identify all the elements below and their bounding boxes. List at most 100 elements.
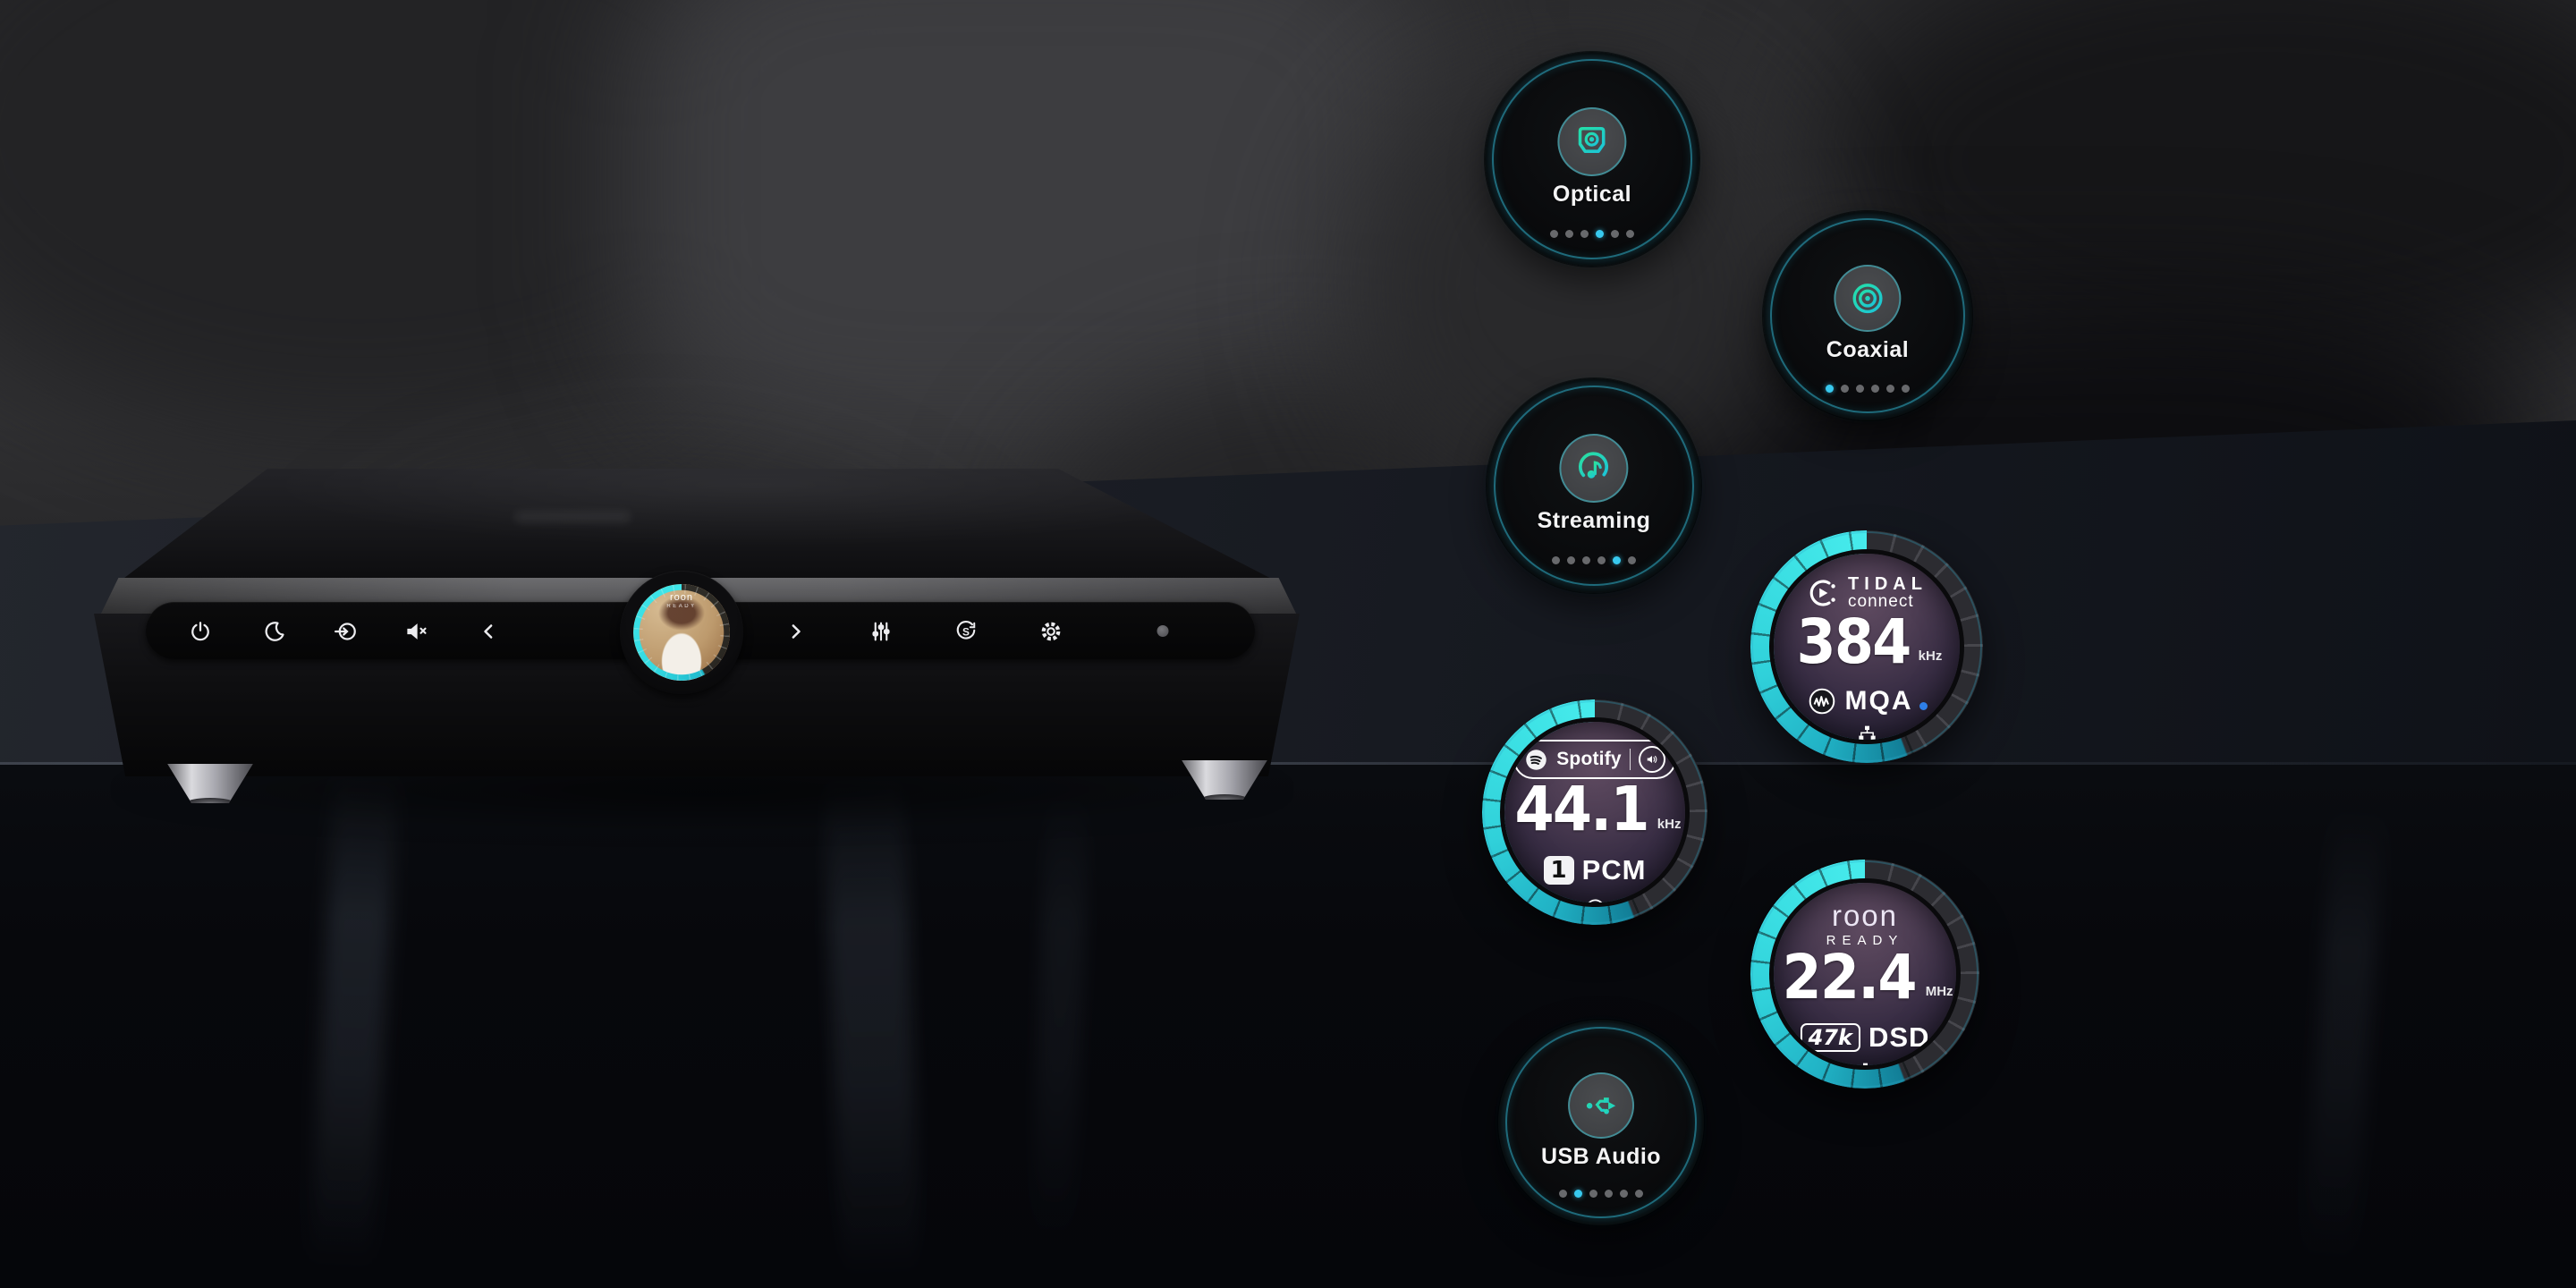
sample-rate: 384 kHz [1792, 612, 1943, 674]
marble-vein [2300, 803, 2387, 1272]
table-edge-highlight [0, 762, 2576, 765]
ready-wordmark: READY [1826, 932, 1904, 948]
page-dots [1550, 229, 1634, 238]
codec-label: DSD [1868, 1021, 1930, 1054]
page-dot[interactable] [1589, 1190, 1597, 1198]
tidal-wordmark: TIDAL [1848, 574, 1928, 594]
previous-button[interactable] [472, 615, 504, 648]
input-badge-usb-audio[interactable]: USB Audio [1498, 1020, 1704, 1225]
audio-streamer-device: S roon READY [94, 463, 1306, 821]
page-dot[interactable] [1856, 384, 1864, 393]
tidal-connect-logo: TIDAL connect [1806, 575, 1928, 612]
power-button[interactable] [184, 615, 216, 648]
sample-rate-unit: kHz [1918, 648, 1943, 665]
ir-sensor [1157, 625, 1169, 637]
page-dot[interactable] [1628, 555, 1636, 564]
ring-edge-glow [1751, 860, 1979, 1088]
input-badge-streaming[interactable]: Streaming [1487, 378, 1701, 593]
display-roon-brand: roon [669, 592, 694, 603]
codec-label: MQA [1844, 686, 1913, 716]
tidal-mark-icon [1809, 580, 1835, 606]
moon-icon [265, 622, 284, 641]
rate-tag: 47k [1800, 1023, 1860, 1053]
front-display[interactable]: roon READY [633, 584, 730, 681]
input-select-button[interactable] [330, 615, 362, 648]
page-dot[interactable] [1550, 229, 1558, 238]
connect-wordmark: connect [1848, 592, 1914, 611]
channel-tag: 1 [1543, 855, 1574, 885]
filter-button[interactable] [865, 615, 897, 648]
mute-button[interactable] [401, 615, 433, 648]
marble-table-front [0, 765, 2576, 1288]
display-roon-overlay: roon READY [633, 592, 730, 609]
mqa-logo-icon [1809, 689, 1835, 715]
badge-label: Optical [1552, 181, 1632, 207]
page-dot[interactable] [1871, 384, 1879, 393]
page-dot[interactable] [1841, 384, 1849, 393]
roon-ready-logo: roon READY [1826, 901, 1904, 947]
spotify-connect-speaker-icon [1638, 746, 1665, 774]
sample-rate-unit: MHz [1925, 984, 1953, 1000]
ring-edge-glow [1483, 700, 1707, 924]
device-top-face [122, 469, 1274, 580]
page-dot-active[interactable] [1613, 555, 1621, 564]
mute-speaker-icon [407, 623, 427, 640]
spotify-wordmark: Spotify [1556, 749, 1622, 770]
input-arrow-icon [335, 623, 356, 640]
sample-rate: 22.4 MHz [1776, 946, 1953, 1008]
input-badge-optical[interactable]: Optical [1485, 52, 1699, 267]
s-circle-arrow-icon: S [956, 621, 976, 640]
codec-row: MQA [1807, 686, 1928, 716]
source-badge-tidal-connect[interactable]: TIDAL connect 384 kHz MQA [1750, 530, 1983, 763]
source-badge-spotify[interactable]: Spotify 44.1 kHz 1 PCM [1482, 699, 1707, 925]
mqa-blue-dot [1919, 701, 1928, 710]
input-badge-coaxial[interactable]: Coaxial [1763, 211, 1972, 420]
page-dot[interactable] [1611, 229, 1619, 238]
coaxial-icon [1834, 265, 1902, 333]
device-foot [167, 764, 253, 803]
page-dot-active[interactable] [1574, 1190, 1582, 1198]
device-top-logo [514, 512, 631, 522]
svg-text:S: S [962, 625, 970, 638]
page-dot-active[interactable] [1826, 384, 1834, 393]
pill-divider [1629, 749, 1631, 771]
src-button[interactable]: S [950, 615, 982, 648]
page-dot[interactable] [1580, 229, 1589, 238]
settings-button[interactable] [1035, 615, 1067, 648]
page-dot[interactable] [1582, 555, 1590, 564]
ring-edge-glow [1751, 531, 1982, 762]
page-dot[interactable] [1620, 1190, 1628, 1198]
ethernet-icon [1856, 723, 1878, 740]
source-badge-roon-ready[interactable]: roon READY 22.4 MHz 47k DSD [1750, 860, 1979, 1089]
page-dot[interactable] [1565, 229, 1573, 238]
power-icon [191, 622, 209, 641]
page-dot[interactable] [1626, 229, 1634, 238]
page-dot[interactable] [1605, 1190, 1613, 1198]
page-dot-active[interactable] [1596, 229, 1604, 238]
codec-row: 47k DSD [1800, 1021, 1930, 1054]
roon-wordmark: roon [1831, 898, 1899, 932]
next-button[interactable] [780, 615, 812, 648]
page-dot[interactable] [1635, 1190, 1643, 1198]
page-dots [1826, 384, 1910, 393]
marble-vein [1029, 786, 1091, 1253]
display-roon-sub: READY [666, 603, 697, 609]
roon-screen: roon READY 22.4 MHz 47k DSD [1773, 882, 1957, 1066]
badge-label: USB Audio [1540, 1143, 1662, 1169]
sample-rate-value: 44.1 [1514, 774, 1649, 846]
marble-vein [822, 767, 922, 1288]
usb-icon [1568, 1072, 1634, 1139]
page-dot[interactable] [1597, 555, 1606, 564]
streaming-music-icon [1559, 433, 1629, 503]
page-dot[interactable] [1902, 384, 1910, 393]
page-dot[interactable] [1567, 555, 1575, 564]
page-dot[interactable] [1886, 384, 1894, 393]
codec-label: PCM [1581, 853, 1647, 886]
page-dot[interactable] [1559, 1190, 1567, 1198]
badge-label: Streaming [1537, 507, 1651, 533]
page-dots [1559, 1190, 1643, 1198]
night-mode-button[interactable] [258, 615, 291, 648]
page-dot[interactable] [1552, 555, 1560, 564]
wall-light-blob [626, 0, 1431, 447]
